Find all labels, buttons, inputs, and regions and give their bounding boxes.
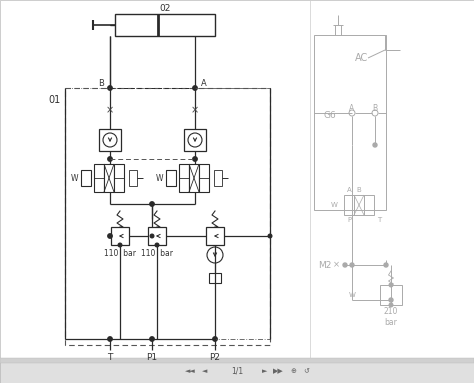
Text: ×: ×: [106, 105, 114, 115]
Bar: [65, 88, 270, 345]
Circle shape: [373, 143, 377, 147]
Text: T: T: [377, 217, 381, 223]
Text: B: B: [356, 187, 361, 193]
Circle shape: [150, 202, 154, 206]
Text: AC: AC: [355, 53, 368, 63]
Bar: [364, 195, 374, 215]
Text: ↺: ↺: [303, 368, 309, 374]
Text: T: T: [107, 352, 113, 362]
Bar: [81, 170, 91, 186]
Bar: [111, 227, 129, 245]
Circle shape: [207, 247, 223, 263]
Bar: [129, 170, 137, 186]
Circle shape: [350, 263, 354, 267]
Bar: [214, 170, 222, 186]
Bar: [148, 227, 166, 245]
Circle shape: [193, 86, 197, 90]
Text: W: W: [349, 292, 356, 298]
Text: A: A: [201, 79, 207, 87]
Text: B: B: [373, 103, 378, 113]
Bar: [166, 170, 176, 186]
Text: W: W: [331, 202, 338, 208]
Text: P: P: [347, 217, 351, 223]
Text: W: W: [156, 173, 164, 183]
Circle shape: [268, 234, 272, 238]
Bar: [199, 164, 209, 192]
Text: 110  bar: 110 bar: [141, 249, 173, 257]
Text: W: W: [71, 173, 79, 183]
Circle shape: [188, 133, 202, 147]
Text: 210
bar: 210 bar: [384, 307, 398, 327]
Circle shape: [349, 110, 355, 116]
Bar: [0, 358, 474, 383]
Bar: [179, 164, 189, 192]
Text: ▶▶: ▶▶: [273, 368, 283, 374]
Circle shape: [213, 337, 217, 341]
Text: 01: 01: [49, 95, 61, 105]
Text: B: B: [98, 79, 104, 87]
Circle shape: [343, 263, 347, 267]
Circle shape: [193, 157, 197, 161]
Text: 110  bar: 110 bar: [104, 249, 136, 257]
Bar: [380, 285, 402, 305]
Text: 02: 02: [159, 3, 171, 13]
Bar: [99, 129, 121, 151]
Circle shape: [389, 283, 393, 287]
Text: A: A: [349, 103, 355, 113]
Circle shape: [108, 234, 112, 238]
Circle shape: [108, 337, 112, 341]
Circle shape: [372, 110, 378, 116]
Circle shape: [155, 243, 159, 247]
Bar: [209, 273, 221, 283]
Circle shape: [389, 298, 393, 302]
Circle shape: [384, 263, 388, 267]
Circle shape: [150, 234, 154, 238]
Text: ►: ►: [262, 368, 268, 374]
Text: ◄◄: ◄◄: [185, 368, 195, 374]
Bar: [0, 358, 474, 363]
Text: P2: P2: [210, 352, 220, 362]
Bar: [184, 129, 206, 151]
Circle shape: [118, 243, 122, 247]
Text: A: A: [346, 187, 351, 193]
Bar: [114, 164, 124, 192]
Bar: [314, 35, 386, 210]
Circle shape: [389, 303, 393, 307]
Bar: [104, 164, 114, 192]
Bar: [189, 164, 199, 192]
Text: P1: P1: [146, 352, 157, 362]
Bar: [115, 14, 215, 36]
Text: ×: ×: [191, 105, 199, 115]
Bar: [206, 227, 224, 245]
Circle shape: [108, 86, 112, 90]
Bar: [354, 195, 364, 215]
Bar: [344, 195, 354, 215]
Text: ⊕: ⊕: [290, 368, 296, 374]
Text: M2: M2: [318, 260, 331, 270]
Circle shape: [108, 157, 112, 161]
Circle shape: [103, 133, 117, 147]
Text: G6: G6: [324, 111, 337, 119]
Text: 1/1: 1/1: [231, 367, 243, 375]
Circle shape: [150, 337, 154, 341]
Text: ◄: ◄: [202, 368, 208, 374]
Bar: [94, 164, 104, 192]
Text: ×: ×: [332, 260, 339, 270]
